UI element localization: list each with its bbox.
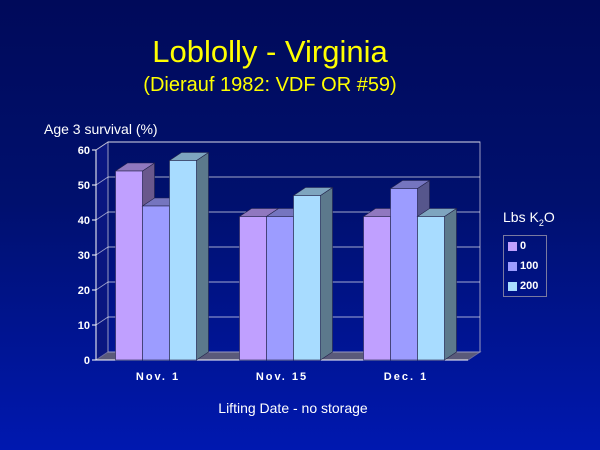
legend-label-200: 200: [520, 280, 539, 292]
legend-swatch-0: [508, 241, 517, 251]
bar-100-1: [266, 216, 294, 361]
gridline-side: [95, 281, 109, 291]
legend-title-subscript: 2: [538, 217, 544, 228]
bar-side: [444, 207, 457, 361]
y-tick-label: 60: [78, 145, 90, 157]
legend-item-200: 200: [508, 279, 538, 293]
y-tick-label: 30: [78, 250, 90, 262]
legend-title-tail: O: [543, 209, 555, 225]
gridline-side: [95, 141, 109, 151]
y-tick-label: 10: [78, 320, 90, 332]
chart-subtitle: (Dierauf 1982: VDF OR #59): [143, 74, 397, 96]
legend-item-100: 100: [508, 259, 538, 273]
bar-side: [320, 186, 333, 361]
y-tick-label: 0: [84, 355, 90, 367]
gridline-side: [95, 211, 109, 221]
legend: 0 100 200: [503, 235, 547, 297]
bar-0-2: [363, 216, 391, 361]
bar-200-0: [169, 160, 197, 361]
legend-label-0: 0: [520, 240, 527, 252]
bar-0-0: [115, 170, 143, 361]
x-tick-label: Nov. 15: [256, 371, 308, 383]
legend-swatch-200: [508, 281, 517, 291]
legend-title-base: Lbs K: [503, 209, 539, 225]
y-tick-label: 50: [78, 180, 90, 192]
bar-0-1: [239, 216, 267, 361]
gridline-side: [95, 176, 109, 186]
legend-title: Lbs K2O: [503, 209, 555, 228]
gridline-side: [95, 246, 109, 256]
bar-200-1: [293, 195, 321, 361]
bar-100-2: [390, 188, 418, 361]
gridline-side: [95, 316, 109, 326]
y-tick-label: 40: [78, 215, 90, 227]
legend-label-100: 100: [520, 260, 539, 272]
y-axis-label: Age 3 survival (%): [44, 121, 158, 137]
bar-100-0: [142, 205, 170, 361]
x-tick-label: Dec. 1: [384, 371, 428, 383]
bar-side: [196, 151, 209, 361]
legend-item-0: 0: [508, 239, 526, 253]
x-axis-label: Lifting Date - no storage: [218, 400, 368, 416]
legend-swatch-100: [508, 261, 517, 271]
y-tick-label: 20: [78, 285, 90, 297]
chart-title: Loblolly - Virginia: [152, 34, 388, 69]
x-tick-label: Nov. 1: [136, 371, 180, 383]
bar-200-2: [417, 216, 445, 361]
